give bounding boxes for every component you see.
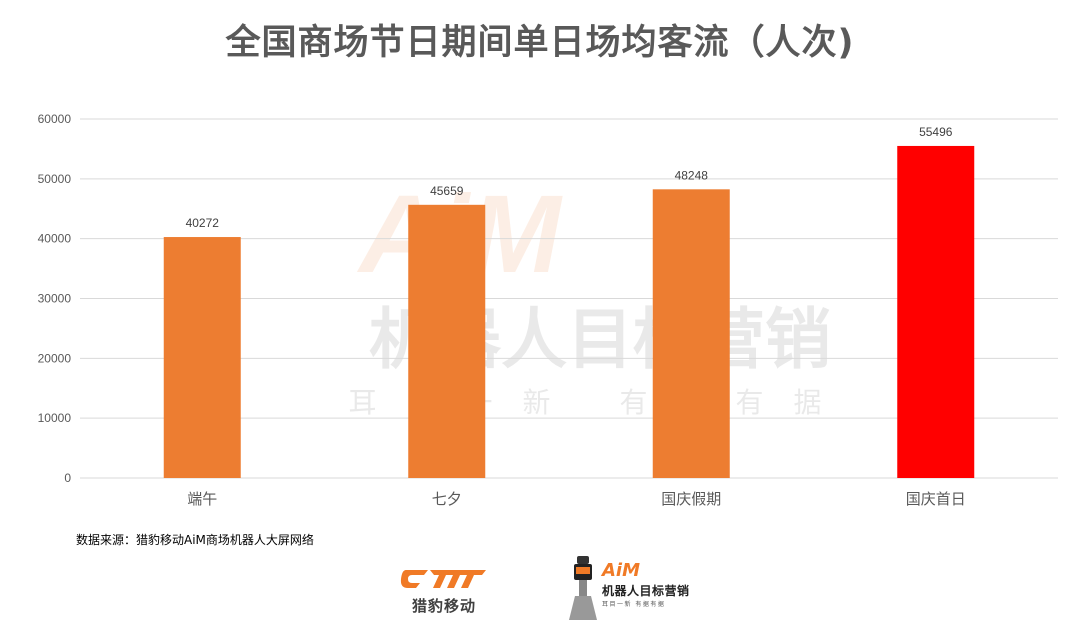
x-tick-label: 国庆假期 [661,490,721,508]
data-source-note: 数据来源：猎豹移动AiM商场机器人大屏网络 [76,533,314,547]
aim-logo-name: 机器人目标营销 [602,584,690,598]
bar [163,237,241,478]
robot-icon [569,556,597,620]
grid-lines [80,118,1058,479]
y-tick-label: 40000 [38,232,72,246]
aim-logo-slogan: 耳目一新 有据有据 [602,601,666,608]
data-label: 55496 [919,125,953,139]
bar [408,204,486,478]
y-tick-label: 10000 [38,411,72,425]
bar [652,189,730,478]
data-label: 40272 [186,216,220,230]
x-axis-ticks: 端午 七夕 国庆假期 国庆首日 [187,490,966,508]
data-label: 48248 [675,168,709,182]
data-label: 45659 [430,184,464,198]
y-axis-ticks: 0 10000 20000 30000 40000 50000 60000 [38,112,72,485]
bars [163,145,975,479]
y-tick-label: 0 [64,471,71,485]
x-tick-label: 国庆首日 [906,490,966,508]
cheetah-logo-mark [400,570,486,588]
bar [897,145,975,479]
chart-title: 全国商场节日期间单日场均客流（人次) [225,23,855,63]
cheetah-logo-name: 猎豹移动 [411,597,476,615]
x-tick-label: 七夕 [432,490,462,508]
y-tick-label: 50000 [38,172,72,186]
aim-robot-logo: AiM 机器人目标营销 耳目一新 有据有据 [566,554,716,624]
y-tick-label: 60000 [38,112,72,126]
data-labels: 40272 45659 48248 55496 [186,125,953,230]
y-tick-label: 30000 [38,292,72,306]
cheetah-mobile-logo: 猎豹移动 [398,560,498,620]
aim-logo-brand: AiM [602,560,641,581]
x-tick-label: 端午 [187,490,217,508]
y-tick-label: 20000 [38,351,72,365]
